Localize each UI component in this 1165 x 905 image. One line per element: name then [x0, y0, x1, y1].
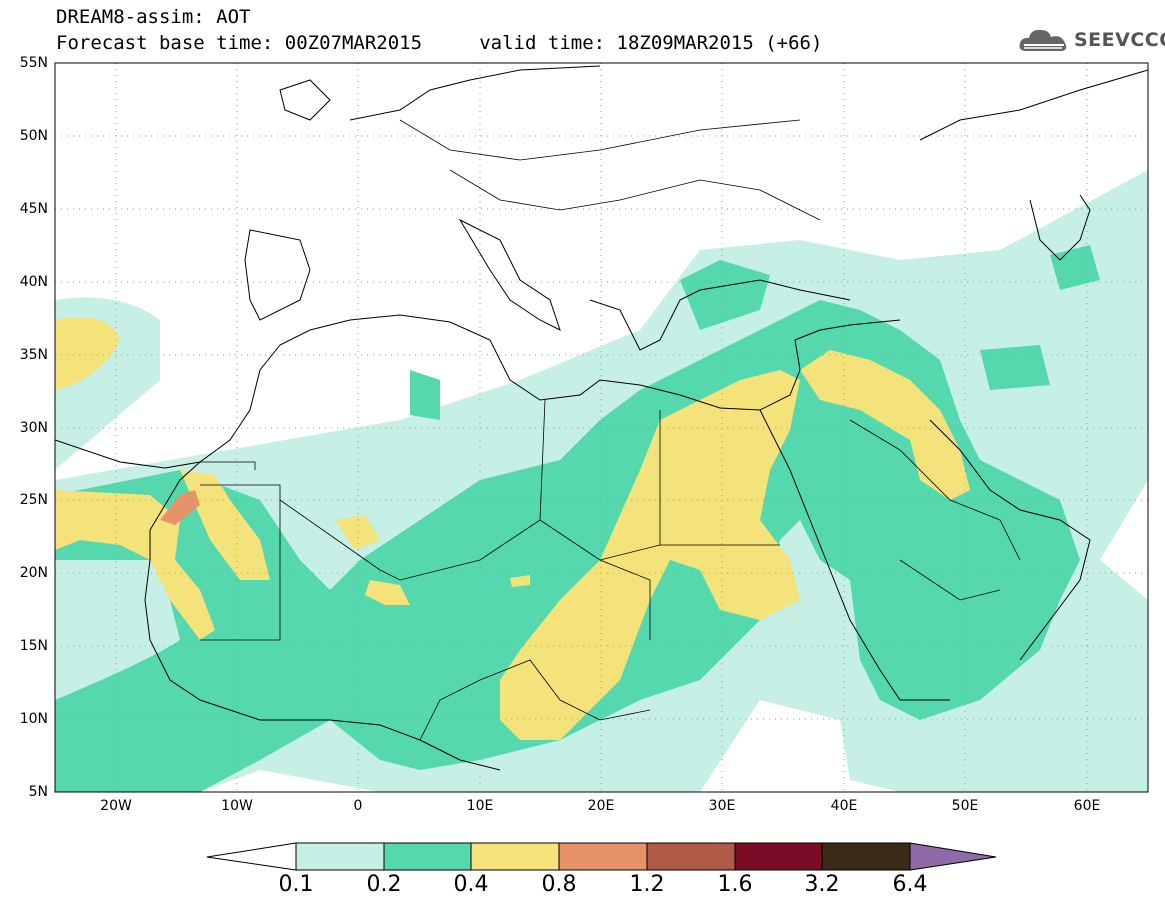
colorbar-under-triangle — [206, 842, 297, 871]
lon-label-20E: 20E — [587, 798, 615, 814]
lat-label-40N: 40N — [19, 274, 48, 290]
colorbar-label-1.6: 1.6 — [717, 872, 753, 897]
aot-field — [55, 63, 1148, 792]
colorbar-label-0.8: 0.8 — [541, 872, 577, 897]
lon-label-50E: 50E — [951, 798, 979, 814]
country-borders — [200, 119, 1021, 741]
lat-label-25N: 25N — [19, 492, 48, 508]
colorbar — [206, 842, 997, 871]
colorbar-over-triangle — [909, 842, 997, 871]
coastlines — [55, 65, 1148, 771]
logo-text: SEEVCCC — [1074, 29, 1165, 51]
lon-label-40E: 40E — [830, 798, 858, 814]
colorbar-swatch-3.2 — [821, 842, 911, 871]
lat-label-20N: 20N — [19, 565, 48, 581]
lon-label-60E: 60E — [1073, 798, 1101, 814]
colorbar-swatch-0.1 — [295, 842, 385, 871]
map-title: DREAM8-assim: AOT — [56, 6, 251, 28]
colorbar-swatch-0.4 — [470, 842, 560, 871]
colorbar-swatch-1.2 — [646, 842, 736, 871]
aot-contour-0.4 — [55, 317, 970, 740]
lat-label-30N: 30N — [19, 420, 48, 436]
graticule — [55, 63, 1148, 792]
colorbar-label-6.4: 6.4 — [892, 872, 928, 897]
lon-label-0: 0 — [353, 798, 363, 814]
lat-label-50N: 50N — [19, 128, 48, 144]
colorbar-label-1.2: 1.2 — [629, 872, 665, 897]
lat-label-55N: 55N — [19, 55, 48, 71]
lon-label-10E: 10E — [466, 798, 494, 814]
lat-label-10N: 10N — [19, 711, 48, 727]
lat-label-35N: 35N — [19, 347, 48, 363]
colorbar-swatch-0.8 — [558, 842, 648, 871]
colorbar-label-3.2: 3.2 — [804, 872, 840, 897]
lon-label-30E: 30E — [708, 798, 736, 814]
colorbar-label-0.1: 0.1 — [278, 872, 314, 897]
lon-label-10W: 10W — [221, 798, 253, 814]
aot-contour-0.8 — [160, 490, 200, 525]
forecast-times: Forecast base time: 00Z07MAR2015 valid t… — [56, 32, 823, 54]
lat-label-15N: 15N — [19, 638, 48, 654]
plot-frame — [54, 62, 1149, 793]
lon-label-20W: 20W — [100, 798, 132, 814]
colorbar-label-0.4: 0.4 — [453, 872, 489, 897]
lat-label-5N: 5N — [28, 784, 48, 800]
colorbar-swatch-0.2 — [383, 842, 472, 871]
colorbar-swatch-1.6 — [734, 842, 823, 871]
seevccc-logo: SEEVCCC — [1018, 22, 1165, 58]
cloud-logo-icon — [1019, 29, 1067, 51]
colorbar-label-0.2: 0.2 — [366, 872, 402, 897]
lat-label-45N: 45N — [19, 201, 48, 217]
